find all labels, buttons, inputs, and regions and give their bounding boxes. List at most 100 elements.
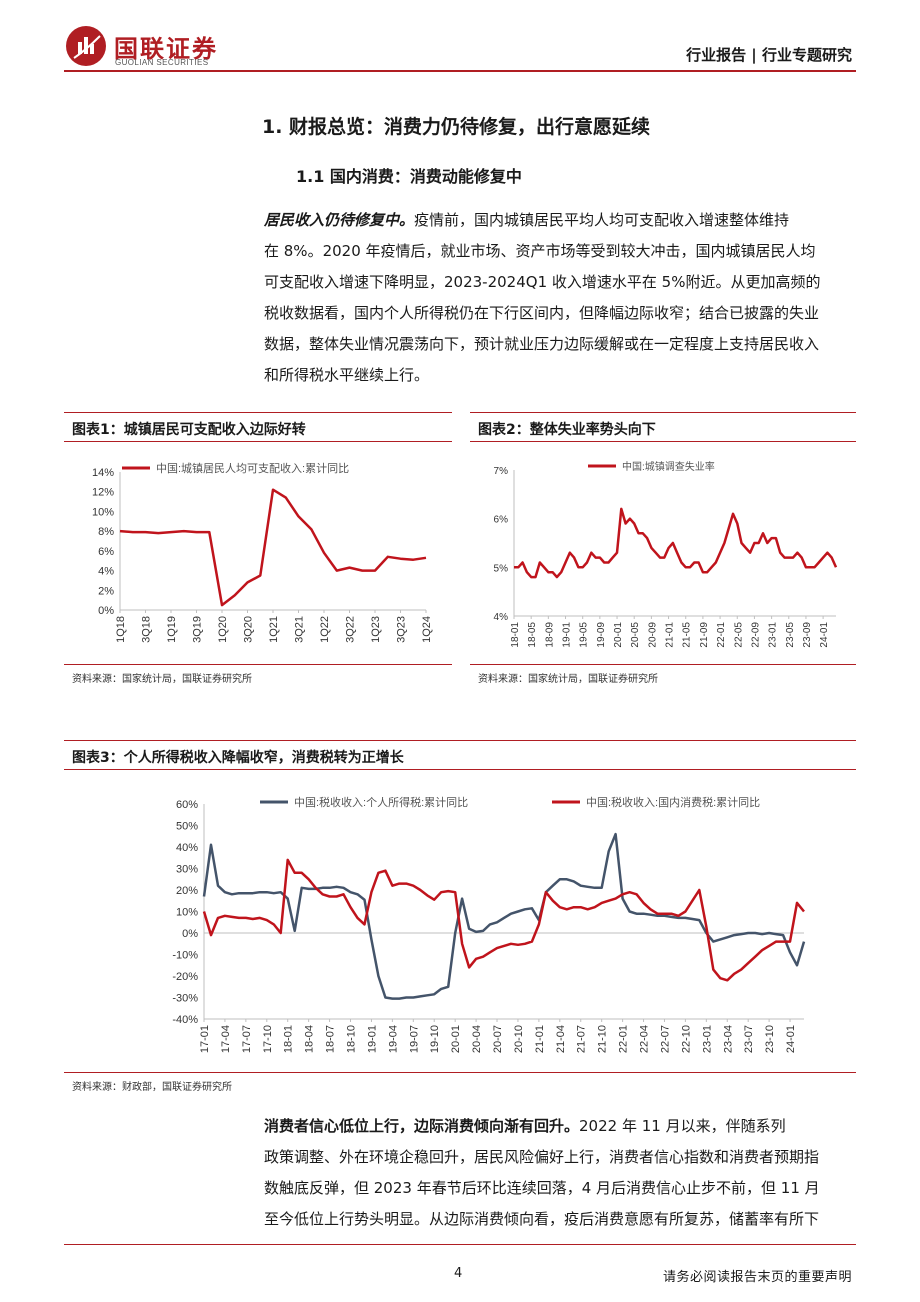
y-tick-label: 20%	[176, 885, 198, 897]
x-tick-label: 21-05	[682, 622, 693, 648]
x-tick-label: 17-04	[220, 1025, 232, 1053]
x-tick-label: 19-07	[408, 1025, 420, 1053]
paragraph-line: 税收数据看，国内个人所得税仍在下行区间内，但降幅边际收窄；结合已披露的失业	[264, 304, 820, 322]
x-tick-label: 18-01	[510, 622, 521, 648]
series-line-2	[202, 858, 805, 982]
x-tick-label: 22-05	[733, 622, 744, 648]
paragraph-lead: 居民收入仍待修复中。	[264, 211, 415, 229]
x-tick-label: 21-01	[665, 622, 676, 648]
y-tick-label: 5%	[494, 563, 509, 574]
x-tick-label: 1Q18	[115, 616, 127, 643]
y-tick-label: -30%	[172, 993, 198, 1005]
x-tick-label: 20-01	[450, 1025, 462, 1053]
y-tick-label: 14%	[92, 467, 114, 479]
y-tick-label: 4%	[494, 612, 509, 623]
x-tick-label: 3Q19	[192, 616, 204, 643]
paragraph-line-text: 疫情前，国内城镇居民平均人均可支配收入增速整体维持	[414, 211, 790, 229]
x-tick-label: 21-01	[534, 1025, 546, 1053]
paragraph-confidence: 消费者信心低位上行，边际消费倾向渐有回升。2022 年 11 月以来，伴随系列 …	[264, 1111, 854, 1235]
x-tick-label: 20-09	[647, 622, 658, 648]
x-tick-label: 1Q21	[268, 616, 280, 643]
x-tick-label: 3Q21	[294, 616, 306, 643]
paragraph-line: 在 8%。2020 年疫情后，就业市场、资产市场等受到较大冲击，国内城镇居民人均	[264, 242, 816, 260]
x-tick-label: 21-10	[597, 1025, 609, 1053]
x-tick-label: 3Q23	[396, 616, 408, 643]
y-tick-label: 2%	[98, 585, 114, 597]
subsection-heading: 1.1 国内消费：消费动能修复中	[296, 167, 522, 186]
paragraph-line-text: 2022 年 11 月以来，伴随系列	[579, 1117, 786, 1135]
x-tick-label: 22-10	[680, 1025, 692, 1053]
y-tick-label: 8%	[98, 526, 114, 538]
y-tick-label: 6%	[98, 546, 114, 558]
x-tick-label: 17-07	[241, 1025, 253, 1053]
x-tick-label: 18-10	[346, 1025, 358, 1053]
figure2-title-bar: 图表2：整体失业率势头向下	[470, 412, 856, 442]
x-tick-label: 23-01	[701, 1025, 713, 1053]
y-tick-label: 50%	[176, 821, 198, 833]
x-tick-label: 17-10	[262, 1025, 274, 1053]
x-tick-label: 3Q20	[243, 616, 255, 643]
x-tick-label: 19-10	[429, 1025, 441, 1053]
legend-label-1: 中国:城镇居民人均可支配收入:累计同比	[156, 461, 349, 475]
x-tick-label: 20-04	[471, 1025, 483, 1053]
x-tick-label: 23-04	[722, 1025, 734, 1053]
x-tick-label: 22-01	[618, 1025, 630, 1053]
x-tick-label: 23-07	[743, 1025, 755, 1053]
x-tick-label: 3Q18	[141, 616, 153, 643]
x-tick-label: 1Q22	[319, 616, 331, 643]
figure2-chart: 4% 5% 6% 7% 18-01 18-05 18-09 19-01 19-05 19-09 20…	[494, 460, 838, 648]
series-line-1	[514, 507, 838, 579]
section-heading: 1. 财报总览：消费力仍待修复，出行意愿延续	[262, 116, 651, 138]
y-tick-label: 12%	[92, 487, 114, 499]
figure1-title-bar: 图表1：城镇居民可支配收入边际好转	[64, 412, 452, 442]
x-tick-label: 19-05	[579, 622, 590, 648]
x-tick-label: 23-01	[768, 622, 779, 648]
series-line-1	[202, 832, 806, 1000]
x-tick-label: 19-01	[562, 622, 573, 648]
figure3-title: 图表3：个人所得税收入降幅收窄，消费税转为正增长	[72, 750, 404, 766]
x-tick-label: 1Q23	[370, 616, 382, 643]
y-tick-label: -40%	[172, 1014, 198, 1026]
x-tick-label: 22-07	[659, 1025, 671, 1053]
y-tick-label: 40%	[176, 842, 198, 854]
x-tick-label: 18-07	[325, 1025, 337, 1053]
x-tick-label: 21-07	[576, 1025, 588, 1053]
x-tick-label: 18-01	[283, 1025, 295, 1053]
x-tick-label: 22-01	[716, 622, 727, 648]
x-tick-label: 21-04	[555, 1025, 567, 1053]
figure2-bottom-rule	[470, 664, 856, 665]
x-tick-label: 19-09	[596, 622, 607, 648]
figure3-chart: -40% -30% -20% -10% 0% 10% 20% 30% 40% 50% 60% 17-0…	[172, 795, 806, 1053]
figure1-title: 图表1：城镇居民可支配收入边际好转	[72, 422, 306, 438]
figure1-source: 资料来源：国家统计局，国联证券研究所	[72, 674, 252, 685]
paragraph-line: 和所得税水平继续上行。	[264, 366, 430, 384]
figure1-bottom-rule	[64, 664, 452, 665]
y-tick-label: 4%	[98, 566, 114, 578]
report-type-label: 行业报告 | 行业专题研究	[686, 46, 852, 64]
y-tick-label: 30%	[176, 864, 198, 876]
x-tick-label: 20-07	[492, 1025, 504, 1053]
disclaimer-text: 请务必阅读报告末页的重要声明	[662, 1270, 852, 1285]
figure2-title: 图表2：整体失业率势头向下	[478, 422, 656, 438]
paragraph-line: 数据，整体失业情况震荡向下，预计就业压力边际缓解或在一定程度上支持居民收入	[264, 335, 820, 353]
paragraph-line: 居民收入仍待修复中。疫情前，国内城镇居民平均人均可支配收入增速整体维持	[264, 205, 854, 236]
x-tick-label: 23-09	[802, 622, 813, 648]
page-number: 4	[454, 1266, 463, 1281]
x-tick-label: 19-04	[387, 1025, 399, 1053]
figure1-chart: 0% 2% 4% 6% 8% 10% 12% 14% 1Q18 3Q18 1Q19 3Q19 1Q20 3…	[92, 461, 433, 643]
brand-logo: 国联证券 GUOLIAN SECURITIES	[64, 24, 264, 72]
x-tick-label: 20-05	[630, 622, 641, 648]
paragraph-lead: 消费者信心低位上行，边际消费倾向渐有回升。	[264, 1117, 580, 1135]
x-tick-label: 1Q24	[421, 616, 433, 643]
x-tick-label: 19-01	[366, 1025, 378, 1053]
paragraph-line: 数触底反弹，但 2023 年春节后环比连续回落，4 月后消费信心止步不前，但 1…	[264, 1179, 820, 1197]
x-tick-label: 20-10	[513, 1025, 525, 1053]
figure3-source: 资料来源：财政部，国联证券研究所	[72, 1082, 232, 1093]
x-tick-label: 18-09	[544, 622, 555, 648]
x-tick-label: 20-01	[613, 622, 624, 648]
header-divider	[64, 70, 856, 72]
legend-label-1: 中国:城镇调查失业率	[622, 460, 715, 473]
y-tick-label: 10%	[176, 907, 198, 919]
x-tick-label: 18-05	[527, 622, 538, 648]
x-tick-label: 18-04	[304, 1025, 316, 1053]
